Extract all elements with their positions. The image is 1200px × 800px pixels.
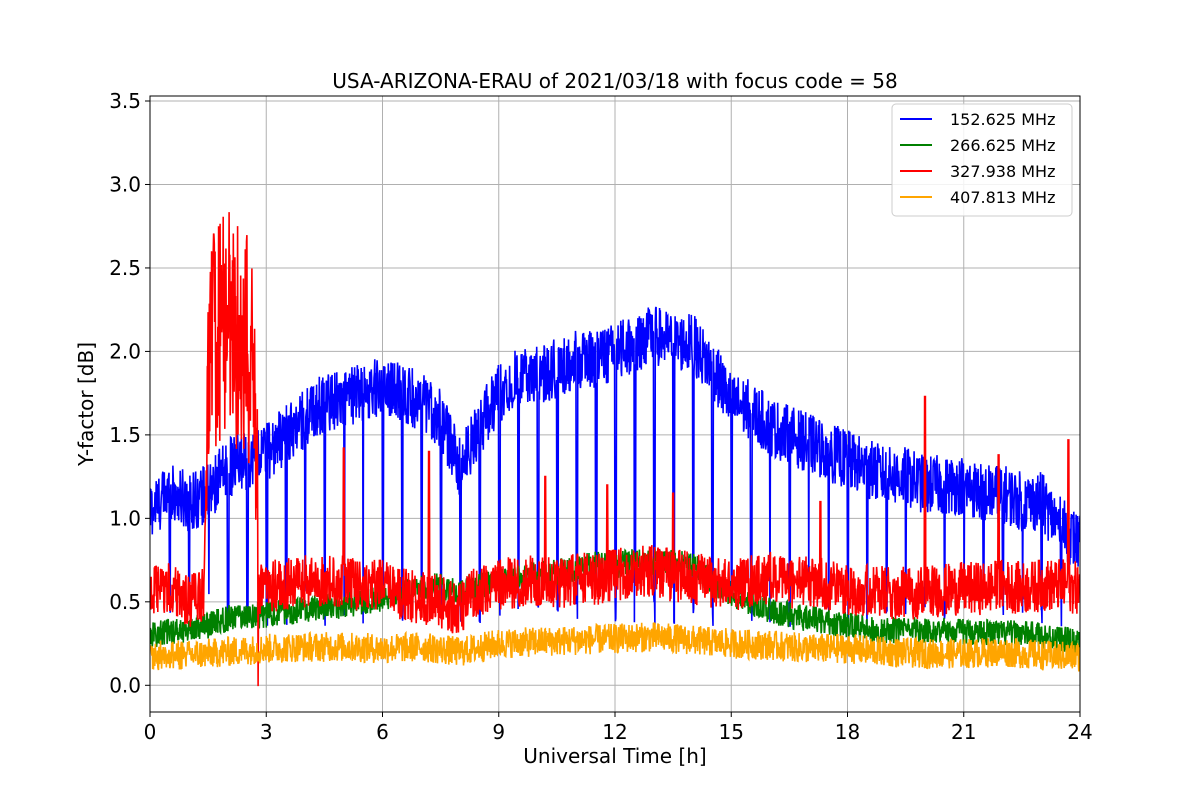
- y-tick-label: 0.0: [109, 673, 141, 697]
- x-tick-label: 6: [376, 720, 389, 744]
- y-tick-label: 3.5: [109, 89, 141, 113]
- y-axis-ticks: 0.0 0.5 1.0 1.5 2.0 2.5 3.0 3.5: [109, 89, 150, 697]
- legend: 152.625 MHz 266.625 MHz 327.938 MHz 407.813…: [891, 103, 1073, 217]
- legend-label: 152.625 MHz: [950, 110, 1055, 129]
- x-axis-label: Universal Time [h]: [523, 744, 706, 768]
- x-tick-label: 18: [835, 720, 860, 744]
- series-layer: [150, 212, 1080, 687]
- y-tick-label: 1.5: [109, 423, 141, 447]
- series-line-3: [150, 622, 1080, 672]
- legend-label: 266.625 MHz: [950, 136, 1055, 155]
- legend-label: 327.938 MHz: [950, 162, 1055, 181]
- y-tick-label: 2.5: [109, 256, 141, 280]
- legend-label: 407.813 MHz: [950, 188, 1055, 207]
- y-tick-label: 0.5: [109, 590, 141, 614]
- y-axis-label: Y-factor [dB]: [74, 342, 98, 467]
- x-tick-label: 24: [1067, 720, 1092, 744]
- x-tick-label: 21: [951, 720, 976, 744]
- x-tick-label: 12: [602, 720, 627, 744]
- series-line-2: [150, 212, 1080, 687]
- y-tick-label: 1.0: [109, 506, 141, 530]
- x-tick-label: 3: [260, 720, 273, 744]
- x-tick-label: 9: [492, 720, 505, 744]
- legend-box: [891, 103, 1073, 217]
- y-tick-label: 3.0: [109, 172, 141, 196]
- chart-title: USA-ARIZONA-ERAU of 2021/03/18 with focu…: [332, 69, 897, 93]
- x-tick-label: 0: [144, 720, 157, 744]
- x-axis-ticks: 0 3 6 9 12 15 18 21 24: [144, 712, 1093, 744]
- y-tick-label: 2.0: [109, 339, 141, 363]
- x-tick-label: 15: [719, 720, 744, 744]
